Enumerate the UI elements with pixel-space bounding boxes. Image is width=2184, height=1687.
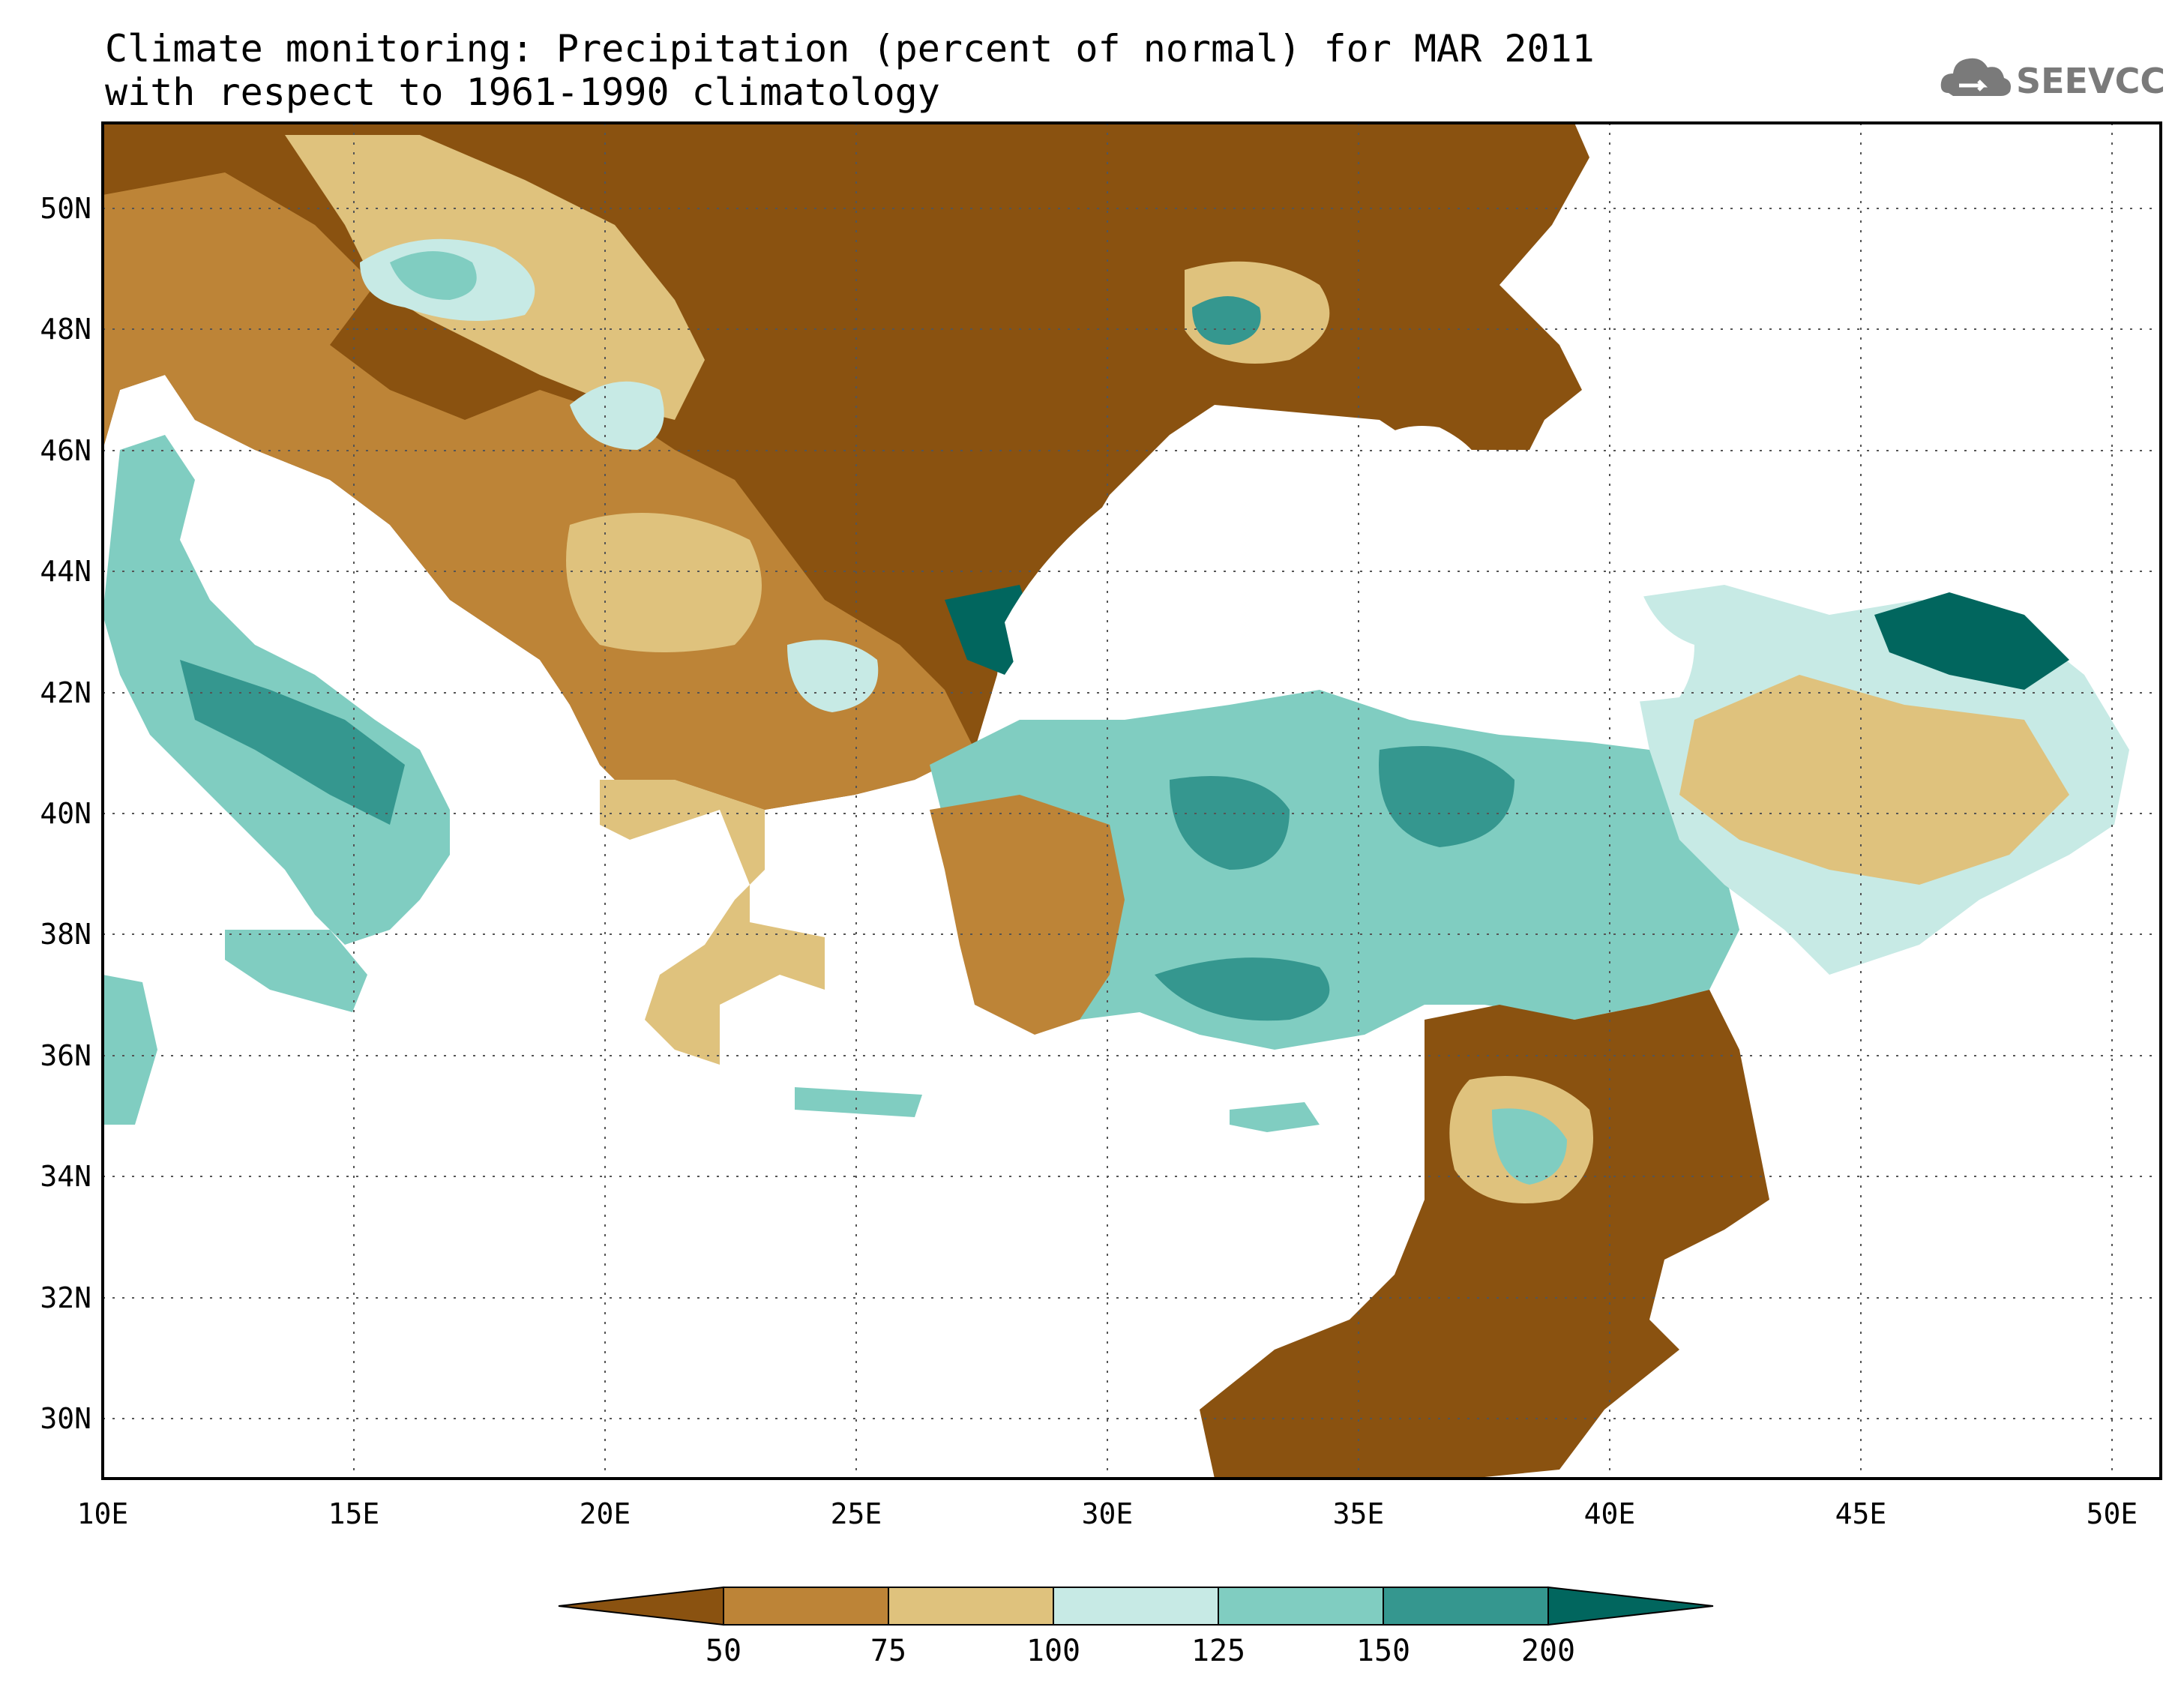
colorbar-swatch — [1053, 1587, 1219, 1626]
lon-tick-45E: 45E — [1835, 1497, 1887, 1530]
colorbar: 50 75 100 125 150 200 — [558, 1586, 1714, 1668]
lat-tick-42N: 42N — [40, 676, 91, 709]
precip-region-cyprus — [1230, 1102, 1320, 1132]
precip-region-serbia-100 — [566, 513, 762, 652]
lat-tick-32N: 32N — [40, 1281, 91, 1314]
colorbar-level-label: 100 — [1026, 1634, 1080, 1668]
precip-region-crete — [795, 1087, 922, 1117]
precip-region-turkey — [930, 690, 1739, 1050]
seevccc-logo: SEEVCCC — [1940, 58, 2163, 101]
lon-tick-30E: 30E — [1082, 1497, 1134, 1530]
precip-region-caucasus-core — [1874, 592, 2069, 690]
precip-region-romania-wet — [570, 381, 664, 450]
precip-region-turkey-core-2 — [1379, 746, 1514, 847]
lon-tick-50E: 50E — [2087, 1497, 2138, 1530]
colorbar-level-label: 75 — [870, 1634, 906, 1668]
map-frame — [101, 121, 2162, 1480]
precip-region-greece — [600, 780, 825, 1065]
lat-tick-38N: 38N — [40, 918, 91, 951]
precip-region-hungary-wet-core — [390, 251, 477, 300]
lat-tick-labels: 30N 32N 34N 36N 38N 40N 42N 44N 46N 48N … — [40, 192, 91, 1435]
precip-region-italy — [103, 435, 450, 945]
colorbar-arrow-low — [558, 1586, 724, 1626]
lon-tick-25E: 25E — [831, 1497, 882, 1530]
precip-region-italy-core — [180, 660, 405, 825]
precip-region-levant-dry — [1200, 990, 1769, 1479]
cloud-icon — [1940, 58, 2011, 96]
map-title: Climate monitoring: Precipitation (perce… — [105, 27, 1595, 114]
colorbar-swatch — [1383, 1587, 1549, 1626]
colorbar-swatch — [888, 1587, 1054, 1626]
lon-tick-10E: 10E — [77, 1497, 129, 1530]
precip-region-armenia — [1679, 675, 2069, 885]
lat-tick-48N: 48N — [40, 313, 91, 346]
grid-lines — [103, 123, 2161, 1479]
precip-region-turkey-south — [1155, 957, 1330, 1021]
precip-region-sicily — [225, 930, 367, 1012]
title-line-1: Climate monitoring: Precipitation (perce… — [105, 27, 1595, 70]
colorbar-level-label: 125 — [1191, 1634, 1245, 1668]
colorbar-level-label: 50 — [706, 1634, 741, 1668]
lon-tick-40E: 40E — [1584, 1497, 1636, 1530]
colorbar-level-label: 200 — [1521, 1634, 1575, 1668]
colorbar-swatch — [723, 1587, 889, 1626]
precip-region-turkey-core — [1170, 776, 1290, 870]
lat-tick-50N: 50N — [40, 192, 91, 225]
colorbar-swatch — [1218, 1587, 1384, 1626]
precip-region-turkey-west — [930, 795, 1125, 1035]
precip-region-levant-wet — [1492, 1108, 1567, 1185]
lon-tick-20E: 20E — [580, 1497, 631, 1530]
map-area — [103, 123, 2161, 1479]
title-line-2: with respect to 1961-1990 climatology — [105, 70, 940, 114]
lat-tick-40N: 40N — [40, 797, 91, 830]
lat-tick-30N: 30N — [40, 1402, 91, 1435]
sea-mask — [1005, 426, 1694, 720]
colorbar-level-label: 150 — [1356, 1634, 1410, 1668]
lon-tick-15E: 15E — [328, 1497, 380, 1530]
lon-tick-35E: 35E — [1333, 1497, 1385, 1530]
logo-text: SEEVCCC — [2016, 61, 2163, 101]
precip-region-europe-75 — [103, 172, 975, 810]
colorbar-arrow-high — [1547, 1586, 1714, 1626]
precip-region-ukraine-wet-core — [1192, 296, 1261, 345]
lat-tick-44N: 44N — [40, 555, 91, 588]
precip-region-sardinia — [103, 975, 157, 1125]
precip-region-bulgaria-inland — [787, 640, 879, 712]
lat-tick-36N: 36N — [40, 1039, 91, 1072]
lon-tick-labels: 10E 15E 20E 25E 30E 35E 40E 45E 50E — [77, 1497, 2138, 1530]
lat-tick-34N: 34N — [40, 1160, 91, 1193]
lat-tick-46N: 46N — [40, 434, 91, 467]
